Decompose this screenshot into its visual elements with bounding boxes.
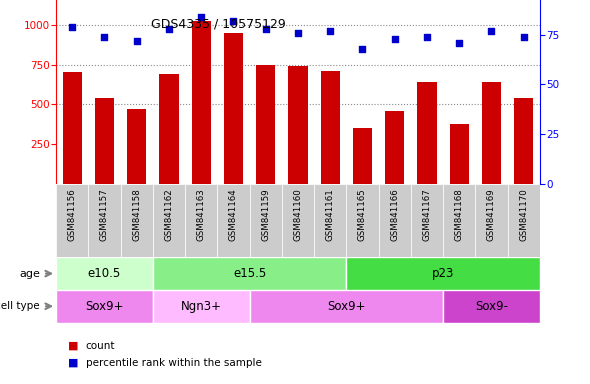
Bar [482, 82, 501, 184]
Bar [514, 98, 533, 184]
Point [293, 30, 303, 36]
Text: GSM841163: GSM841163 [196, 188, 206, 241]
Bar [320, 71, 340, 184]
Bar [127, 109, 146, 184]
Bar [250, 184, 282, 257]
Bar [507, 184, 540, 257]
Bar [282, 184, 314, 257]
Point [390, 35, 399, 41]
Text: GSM841160: GSM841160 [293, 188, 303, 241]
Bar [192, 22, 211, 184]
Text: GSM841162: GSM841162 [165, 188, 173, 241]
Bar [411, 184, 443, 257]
Point [100, 33, 109, 40]
Text: GSM841170: GSM841170 [519, 188, 528, 241]
Point [67, 23, 77, 30]
Text: GSM841161: GSM841161 [326, 188, 335, 241]
Text: ■: ■ [68, 358, 78, 368]
Bar [289, 66, 307, 184]
Bar [250, 290, 443, 323]
Text: ■: ■ [68, 341, 78, 351]
Point [196, 13, 206, 20]
Text: GSM841157: GSM841157 [100, 188, 109, 241]
Bar [443, 184, 476, 257]
Text: cell type: cell type [0, 301, 40, 311]
Point [519, 33, 529, 40]
Point [487, 28, 496, 34]
Bar [63, 73, 82, 184]
Point [358, 45, 367, 51]
Point [261, 25, 270, 31]
Text: GSM841158: GSM841158 [132, 188, 141, 241]
Text: count: count [86, 341, 115, 351]
Bar [153, 184, 185, 257]
Bar [379, 184, 411, 257]
Bar [88, 184, 120, 257]
Point [229, 18, 238, 24]
Bar [256, 65, 276, 184]
Text: percentile rank within the sample: percentile rank within the sample [86, 358, 261, 368]
Point [454, 40, 464, 46]
Bar [346, 257, 540, 290]
Text: e15.5: e15.5 [233, 267, 266, 280]
Text: GSM841166: GSM841166 [390, 188, 399, 241]
Bar [95, 98, 114, 184]
Text: e10.5: e10.5 [88, 267, 121, 280]
Bar [346, 184, 379, 257]
Bar [153, 257, 346, 290]
Text: Ngn3+: Ngn3+ [181, 300, 222, 313]
Text: GSM841156: GSM841156 [68, 188, 77, 241]
Bar [450, 124, 469, 184]
Bar [476, 184, 507, 257]
Text: GSM841159: GSM841159 [261, 188, 270, 241]
Bar [56, 290, 153, 323]
Bar [353, 127, 372, 184]
Point [326, 28, 335, 34]
Bar [56, 184, 88, 257]
Text: Sox9-: Sox9- [475, 300, 508, 313]
Point [422, 33, 432, 40]
Bar [217, 184, 250, 257]
Text: age: age [19, 268, 40, 279]
Text: GSM841169: GSM841169 [487, 188, 496, 241]
Text: Sox9+: Sox9+ [85, 300, 124, 313]
Text: GSM841164: GSM841164 [229, 188, 238, 241]
Text: GSM841165: GSM841165 [358, 188, 367, 241]
Bar [443, 290, 540, 323]
Text: Sox9+: Sox9+ [327, 300, 366, 313]
Bar [185, 184, 217, 257]
Bar [224, 33, 243, 184]
Bar [120, 184, 153, 257]
Text: p23: p23 [432, 267, 454, 280]
Point [164, 25, 173, 31]
Bar [153, 290, 250, 323]
Bar [385, 111, 404, 184]
Text: GSM841167: GSM841167 [422, 188, 431, 241]
Bar [314, 184, 346, 257]
Bar [56, 257, 153, 290]
Text: GDS4335 / 10575129: GDS4335 / 10575129 [151, 17, 286, 30]
Point [132, 38, 142, 44]
Text: GSM841168: GSM841168 [455, 188, 464, 241]
Bar [159, 74, 179, 184]
Bar [417, 82, 437, 184]
